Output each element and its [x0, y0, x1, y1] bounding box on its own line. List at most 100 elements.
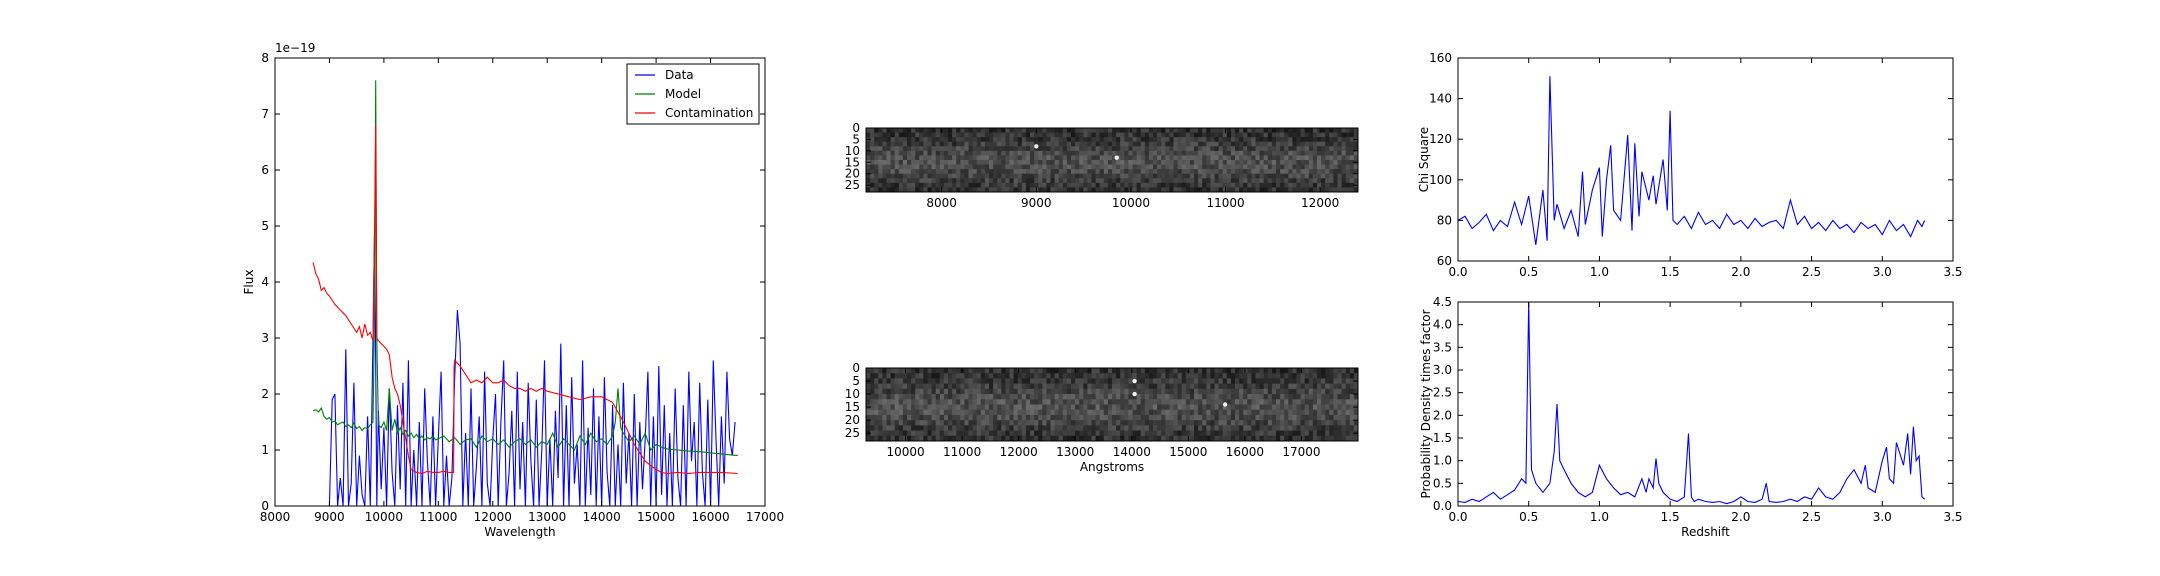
y-tick-label: 0.0	[1433, 499, 1452, 513]
y-tick-label: 80	[1437, 213, 1452, 227]
x-tick-label: 16000	[1226, 445, 1264, 459]
series-line-data	[1458, 301, 1926, 505]
x-tick-label: 1.0	[1590, 510, 1609, 524]
plot-area	[1458, 76, 1926, 245]
chi-square-plot: 0.0 0.5 1.0 1.5 2.0 2.5 3.0 3.5 60 80 100 120 140 160…	[1417, 51, 1963, 279]
y-axis-label: Flux	[242, 270, 256, 295]
y-tick-label: 100	[1429, 173, 1452, 187]
x-tick-label: 0.5	[1519, 265, 1538, 279]
y-tick-label: 5	[852, 132, 860, 146]
y-tick-label: 160	[1429, 51, 1452, 65]
image-pixels	[866, 368, 1359, 442]
x-axis-label: Angstroms	[1080, 460, 1144, 474]
x-tick-label: 0.0	[1448, 265, 1467, 279]
x-tick-label: 11000	[943, 445, 981, 459]
x-tick-label: 8000	[926, 196, 957, 210]
x-tick-label: 0.0	[1448, 510, 1467, 524]
y-tick-label: 1	[261, 443, 269, 457]
x-tick-label: 15000	[1169, 445, 1207, 459]
y-tick-label: 140	[1429, 92, 1452, 106]
y-tick-label: 4.5	[1433, 295, 1452, 309]
x-tick-label: 10000	[365, 510, 403, 524]
x-axis-label: Redshift	[1681, 525, 1730, 539]
y-tick-label: 0	[261, 499, 269, 513]
x-tick-label: 10000	[1112, 196, 1150, 210]
spectrum-plot: 8000 9000 10000 11000 12000 13000 14000 15000 16…	[242, 41, 784, 539]
y-tick-label: 3.5	[1433, 340, 1452, 354]
y-tick-label: 4.0	[1433, 318, 1452, 332]
x-tick-label: 3.5	[1943, 265, 1962, 279]
legend-label: Model	[665, 87, 701, 101]
y-tick-label: 20	[845, 167, 860, 181]
y-tick-label: 2	[261, 387, 269, 401]
y-tick-label: 120	[1429, 132, 1452, 146]
x-tick-label: 2.5	[1802, 510, 1821, 524]
y-tick-label: 7	[261, 107, 269, 121]
y-tick-label: 0	[852, 121, 860, 135]
legend-label: Contamination	[665, 106, 753, 120]
x-tick-label: 12000	[1301, 196, 1339, 210]
legend: Data Model Contamination	[626, 63, 760, 125]
y-tick-label: 10	[845, 387, 860, 401]
y-axis-label: Probability Density times factor	[1419, 309, 1433, 498]
x-tick-label: 11000	[419, 510, 457, 524]
spectrum-image-2: 10000 11000 12000 13000 14000 15000 16000 17000…	[845, 361, 1359, 474]
plot-area	[312, 80, 738, 506]
series-line-data	[1458, 76, 1926, 245]
y-tick-label: 20	[845, 413, 860, 427]
x-tick-label: 17000	[1282, 445, 1320, 459]
x-tick-label: 3.0	[1873, 510, 1892, 524]
x-tick-label: 2.0	[1731, 510, 1750, 524]
y-tick-label: 2.0	[1433, 408, 1452, 422]
x-tick-label: 1.0	[1590, 265, 1609, 279]
axes-frame	[1457, 301, 1954, 507]
legend-label: Data	[665, 68, 694, 82]
x-tick-label: 11000	[1206, 196, 1244, 210]
x-axis-label: Wavelength	[484, 525, 555, 539]
y-tick-label: 2.5	[1433, 386, 1452, 400]
x-tick-label: 9000	[1021, 196, 1052, 210]
x-tick-label: 1.5	[1661, 510, 1680, 524]
y-tick-label: 8	[261, 51, 269, 65]
x-tick-label: 17000	[746, 510, 784, 524]
y-tick-label: 60	[1437, 254, 1452, 268]
x-tick-label: 14000	[583, 510, 621, 524]
x-tick-label: 2.5	[1802, 265, 1821, 279]
series-line-contamination	[312, 125, 738, 475]
series-line-model	[312, 80, 738, 457]
y-tick-label: 10	[845, 144, 860, 158]
y-tick-label: 15	[845, 400, 860, 414]
bright-spot	[1132, 391, 1137, 397]
y-tick-label: 25	[845, 426, 860, 440]
y-axis-label: Chi Square	[1417, 127, 1431, 192]
x-tick-label: 15000	[637, 510, 675, 524]
bright-spot	[1222, 402, 1228, 407]
x-tick-label: 2.0	[1731, 265, 1750, 279]
bright-spot	[1034, 144, 1039, 149]
probability-density-plot: 0.0 0.5 1.0 1.5 2.0 2.5 3.0 3.5 0.0 0.5 1.0 1.5 2.0 2…	[1419, 295, 1963, 539]
x-tick-label: 13000	[528, 510, 566, 524]
y-tick-label: 1.5	[1433, 431, 1452, 445]
axes-frame	[274, 57, 766, 507]
y-tick-label: 4	[261, 275, 269, 289]
x-tick-label: 3.5	[1943, 510, 1962, 524]
bright-spot	[1114, 155, 1119, 160]
x-tick-label: 9000	[314, 510, 345, 524]
offset-label: 1e−19	[275, 41, 315, 55]
x-tick-label: 8000	[260, 510, 291, 524]
x-tick-label: 14000	[1113, 445, 1151, 459]
y-tick-label: 6	[261, 163, 269, 177]
y-tick-label: 5	[261, 219, 269, 233]
x-tick-label: 13000	[1056, 445, 1094, 459]
x-tick-label: 3.0	[1873, 265, 1892, 279]
axes-frame	[1457, 57, 1954, 262]
y-tick-label: 0.5	[1433, 476, 1452, 490]
y-tick-label: 1.0	[1433, 454, 1452, 468]
x-tick-label: 12000	[1000, 445, 1038, 459]
y-tick-label: 3.0	[1433, 363, 1452, 377]
x-tick-label: 10000	[886, 445, 924, 459]
axes-frame	[865, 367, 1359, 442]
bright-spot	[1132, 378, 1137, 384]
